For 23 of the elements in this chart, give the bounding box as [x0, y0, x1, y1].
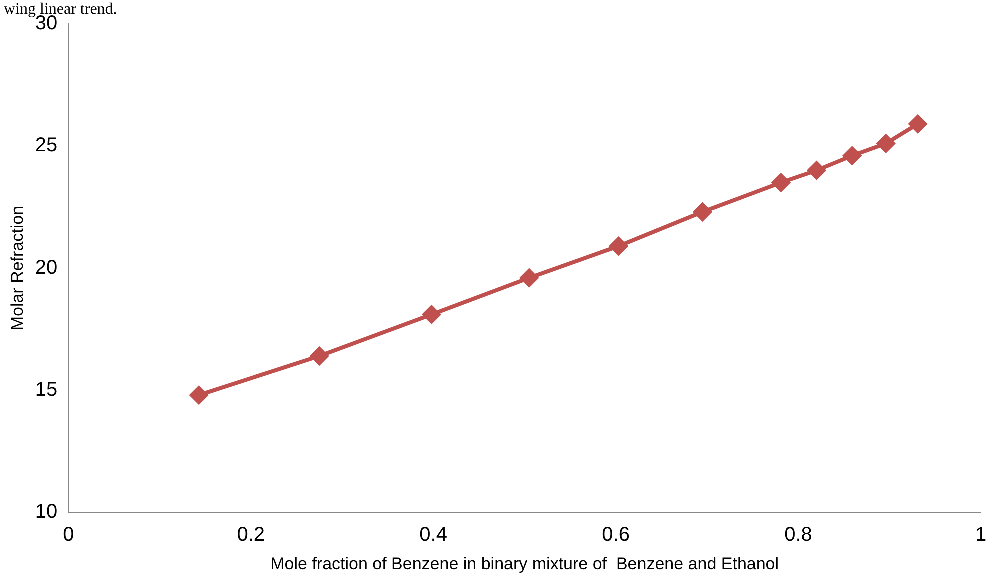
x-tick-label: 0.8: [784, 524, 812, 546]
point: [310, 347, 329, 366]
x-tick-label: 0: [63, 524, 74, 546]
point: [877, 134, 896, 153]
point: [520, 269, 538, 288]
x-tick-label: 0.6: [602, 524, 630, 546]
y-tick-label: 20: [35, 256, 58, 279]
y-tick-label: 10: [35, 501, 58, 524]
y-axis-title: Molar Refraction: [8, 206, 27, 331]
y-tick-label: 15: [35, 378, 58, 401]
point: [808, 162, 826, 180]
point: [772, 174, 790, 192]
point: [694, 203, 712, 222]
point: [610, 237, 628, 256]
x-tick-label: 1: [975, 524, 987, 546]
point: [190, 386, 208, 404]
x-tick-label: 0.4: [420, 524, 448, 546]
x-axis-title: Mole fraction of Benzene in binary mixture of Benzene and Ethanol: [270, 554, 780, 574]
point: [422, 306, 441, 324]
y-tick-label: 25: [35, 134, 58, 157]
point: [843, 146, 862, 165]
point: [909, 115, 928, 134]
x-tick-label: 0.2: [237, 524, 266, 546]
